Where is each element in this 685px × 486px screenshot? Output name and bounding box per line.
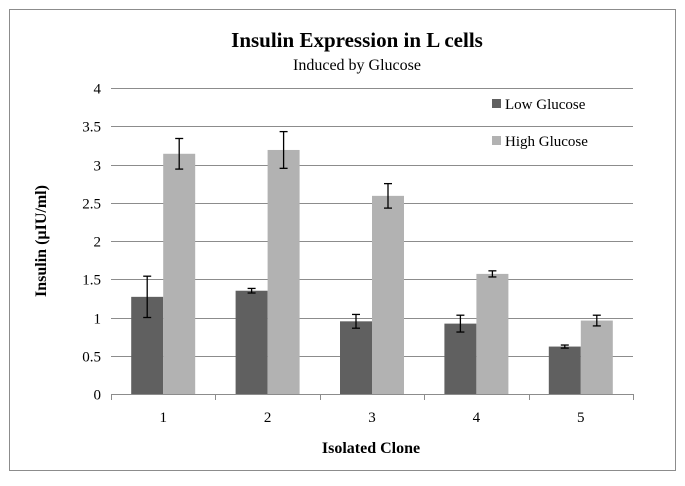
y-tick-label: 3.5 <box>82 120 101 136</box>
legend-swatch-low-glucose <box>492 99 501 108</box>
chart-frame <box>9 9 676 471</box>
y-tick-label: 2.5 <box>82 197 101 213</box>
y-tick-label: 4 <box>94 82 102 98</box>
x-tick-marks <box>111 394 634 400</box>
bars <box>131 149 613 394</box>
y-tick-label: 0 <box>94 388 102 404</box>
y-tick-label: 3 <box>94 159 102 175</box>
chart-title: Insulin Expression in L cells <box>231 28 483 52</box>
legend-label-low-glucose: Low Glucose <box>505 97 586 113</box>
bar-high-glucose <box>372 195 404 394</box>
x-tick-label: 5 <box>577 410 585 426</box>
x-tick-label: 4 <box>473 410 481 426</box>
y-tick-labels: 0 0.5 1 1.5 2 2.5 3 3.5 4 <box>82 82 101 404</box>
y-tick-label: 1.5 <box>82 273 101 289</box>
x-tick-label: 2 <box>264 410 272 426</box>
x-tick-labels: 1 2 3 4 5 <box>159 410 584 426</box>
y-tick-label: 0.5 <box>82 350 101 366</box>
bar-high-glucose <box>267 149 300 394</box>
bar-high-glucose <box>163 153 196 394</box>
legend-swatch-high-glucose <box>492 136 501 145</box>
legend: Low Glucose High Glucose <box>492 97 588 150</box>
bar-low-glucose <box>444 323 477 394</box>
y-axis-label: Insulin (µIU/ml) <box>33 185 50 297</box>
x-tick-label: 1 <box>159 410 167 426</box>
chart-subtitle: Induced by Glucose <box>293 57 421 74</box>
legend-label-high-glucose: High Glucose <box>505 134 588 150</box>
bar-high-glucose <box>476 273 509 394</box>
bar-low-glucose <box>340 321 372 394</box>
y-tick-label: 2 <box>94 235 102 251</box>
error-bars <box>143 130 601 349</box>
x-tick-label: 3 <box>368 410 376 426</box>
bar-low-glucose <box>548 346 581 394</box>
x-axis-label: Isolated Clone <box>322 440 420 457</box>
bar-high-glucose <box>580 320 613 394</box>
y-tick-label: 1 <box>94 312 102 328</box>
bar-low-glucose <box>235 290 268 394</box>
